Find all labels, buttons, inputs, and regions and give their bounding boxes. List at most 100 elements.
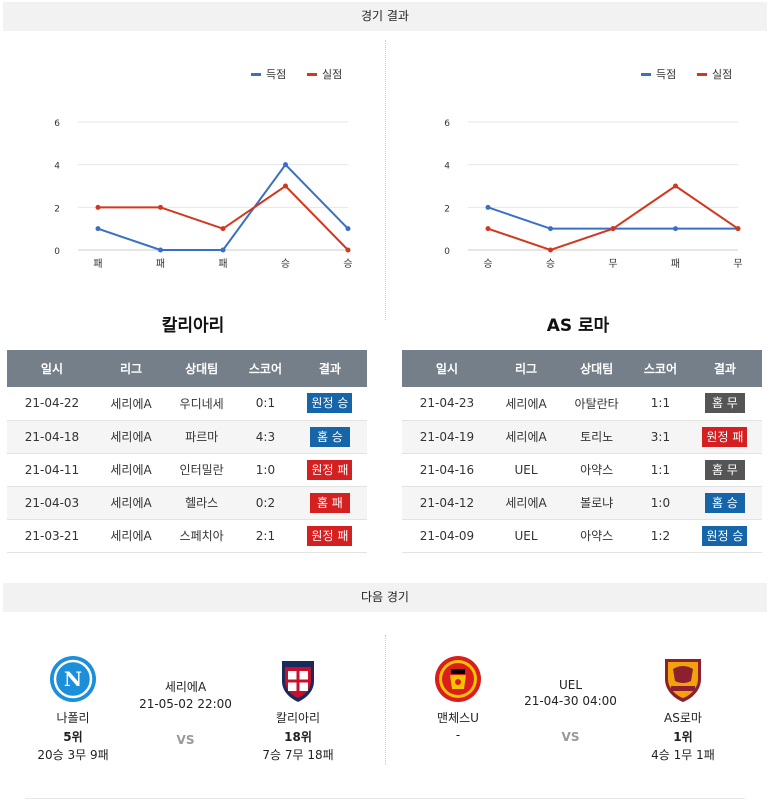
cell-result: 원정 승 — [292, 387, 367, 421]
x-tick-label: 무 — [733, 259, 742, 270]
x-tick-label: 승 — [281, 258, 290, 270]
cell-score: 1:1 — [633, 453, 688, 487]
next-match-section-title: 다음 경기 — [361, 590, 409, 604]
legend-swatch — [641, 73, 651, 76]
match-divider — [385, 635, 386, 765]
results-section-header: 경기 결과 — [3, 2, 767, 31]
legend-label: 득점 — [656, 68, 676, 81]
match-league: UEL — [558, 678, 583, 692]
cell-score: 1:0 — [633, 486, 688, 520]
away-club-rank: 18위 — [284, 730, 312, 744]
result-badge: 원정 패 — [702, 426, 748, 447]
col-header-opponent: 상대팀 — [165, 350, 239, 387]
table-row: 21-04-03 세리에A 헬라스 0:2 홈 패 — [7, 486, 367, 520]
cell-score: 4:3 — [238, 420, 293, 454]
result-badge: 원정 패 — [307, 459, 353, 480]
chart-left-svg: 득점 실점 0 2 4 6 패 패 패 승 승 — [54, 68, 352, 270]
home-club-record: 20승 3무 9패 — [37, 748, 109, 762]
cell-league: 세리에A — [96, 453, 166, 487]
data-point — [485, 204, 491, 210]
data-point — [610, 226, 616, 232]
cell-score: 0:2 — [238, 486, 293, 520]
result-badge: 원정 승 — [702, 525, 748, 546]
table-row: 21-04-22 세리에A 우디네세 0:1 원정 승 — [7, 387, 367, 421]
col-header-score: 스코어 — [238, 350, 293, 387]
data-point — [673, 226, 678, 232]
cell-date: 21-04-09 — [402, 519, 492, 553]
manutd-crest-icon — [434, 655, 482, 703]
data-point — [95, 204, 101, 210]
svg-text:N: N — [64, 667, 82, 691]
match-info: 세리에A 21-05-02 22:00 VS — [128, 640, 243, 747]
series-line — [487, 206, 738, 230]
table-row: 21-04-12 세리에A 볼로냐 1:0 홈 승 — [402, 486, 762, 520]
home-club-name: 나폴리 — [56, 711, 90, 725]
cell-date: 21-04-16 — [402, 453, 492, 487]
y-tick-label: 2 — [54, 204, 60, 214]
cell-date: 21-04-03 — [7, 486, 97, 520]
cell-score: 3:1 — [633, 420, 688, 454]
cell-result: 원정 패 — [292, 453, 367, 487]
cell-opponent: 스페치아 — [165, 519, 239, 553]
series-line — [487, 184, 739, 252]
col-header-league: 리그 — [96, 350, 166, 387]
match-time: 21-04-30 04:00 — [524, 694, 617, 708]
table-row: 21-03-21 세리에A 스페치아 2:1 원정 패 — [7, 519, 367, 553]
cell-result: 홈 패 — [292, 486, 367, 520]
legend-label: 득점 — [266, 68, 286, 81]
cell-score: 0:1 — [238, 387, 293, 421]
data-point — [95, 226, 101, 232]
y-tick-label: 6 — [444, 119, 450, 129]
x-tick-label: 패 — [671, 258, 680, 270]
cell-result: 홈 승 — [292, 420, 367, 454]
team-title-left: 칼리아리 — [161, 316, 225, 336]
y-tick-label: 0 — [54, 247, 60, 257]
data-point — [345, 247, 351, 253]
legend-swatch — [251, 73, 261, 76]
legend-label: 실점 — [322, 68, 342, 81]
data-point — [283, 162, 288, 168]
cell-opponent: 토리노 — [560, 420, 634, 454]
cell-result: 원정 패 — [687, 420, 762, 454]
cell-opponent: 아약스 — [560, 453, 634, 487]
cell-result: 원정 패 — [292, 519, 367, 553]
table-row: 21-04-11 세리에A 인터밀란 1:0 원정 패 — [7, 453, 367, 487]
cell-league: 세리에A — [96, 387, 166, 421]
result-badge: 홈 승 — [309, 426, 350, 447]
cell-league: 세리에A — [96, 519, 166, 553]
cell-score: 1:0 — [238, 453, 293, 487]
result-badge: 원정 패 — [307, 525, 353, 546]
result-badge: 홈 승 — [704, 492, 745, 513]
table-row: 21-04-23 세리에A 아탈란타 1:1 홈 무 — [402, 387, 762, 421]
cell-date: 21-04-11 — [7, 453, 97, 487]
cell-opponent: 볼로냐 — [560, 486, 634, 520]
match-league: 세리에A — [164, 680, 207, 694]
data-point — [345, 226, 351, 232]
y-tick-label: 4 — [444, 162, 450, 172]
data-point — [485, 226, 491, 232]
x-tick-label: 패 — [93, 258, 102, 270]
data-point — [220, 247, 226, 253]
home-club: 맨체스U - — [403, 640, 513, 743]
cell-opponent: 우디네세 — [165, 387, 239, 421]
data-point — [283, 183, 288, 189]
cell-league: 세리에A — [491, 420, 561, 454]
home-club: N 나폴리 5위 20승 3무 9패 — [18, 640, 128, 763]
next-match-section-header: 다음 경기 — [3, 583, 767, 612]
cell-league: 세리에A — [491, 486, 561, 520]
legend-swatch — [307, 73, 317, 76]
chart-right-svg: 득점 실점 0 2 4 6 승 승 무 패 무 — [444, 68, 742, 270]
cell-opponent: 인터밀란 — [165, 453, 239, 487]
x-tick-label: 승 — [343, 258, 352, 270]
away-club-name: 칼리아리 — [275, 711, 321, 725]
col-header-score: 스코어 — [633, 350, 688, 387]
data-point — [548, 247, 553, 253]
result-badge: 홈 패 — [309, 492, 350, 513]
data-point — [735, 226, 741, 232]
table-row: 21-04-18 세리에A 파르마 4:3 홈 승 — [7, 420, 367, 454]
col-header-league: 리그 — [491, 350, 561, 387]
away-club-name: AS로마 — [664, 711, 702, 725]
cell-score: 2:1 — [238, 519, 293, 553]
data-point — [220, 226, 226, 232]
